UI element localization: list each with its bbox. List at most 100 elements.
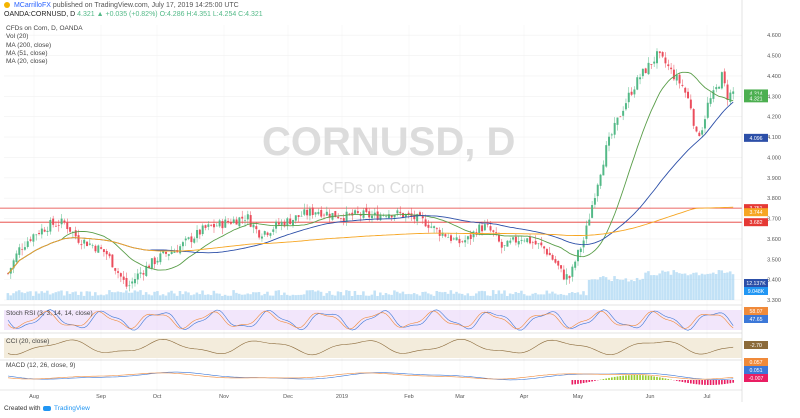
candle-body (139, 272, 142, 274)
price-tag-box (744, 94, 768, 103)
volume-bar (15, 291, 18, 300)
volume-bar (398, 293, 402, 300)
volume-bar (9, 295, 12, 300)
volume-bar (215, 293, 218, 300)
legend-ma200[interactable]: MA (200, close) (6, 41, 52, 49)
price-tag-box (744, 204, 768, 213)
volume-bar (144, 292, 148, 300)
stoch-rsi-k-line (7, 309, 734, 331)
legend-volume[interactable]: Vol (20) (6, 33, 29, 41)
candle-body (105, 250, 108, 255)
candle-body (421, 216, 424, 219)
volume-bar (728, 271, 732, 300)
volume-bar (175, 295, 179, 300)
candle-body (32, 234, 35, 242)
volume-bar (133, 290, 137, 300)
volume-bar (65, 291, 69, 300)
macd-histogram-bar (610, 377, 613, 380)
symbol-title[interactable]: OANDA:CORNUSD, D (4, 11, 76, 18)
candle-body (602, 164, 605, 176)
candle-body (345, 211, 348, 222)
candle-body (23, 247, 26, 250)
candle-body (512, 237, 515, 240)
volume-bar (514, 292, 518, 300)
legend-title[interactable]: CFDs on Corn, D, OANDA (6, 25, 83, 32)
macd-histogram-bar (715, 380, 718, 385)
candle-body (703, 119, 706, 129)
volume-bar (494, 294, 498, 300)
ma-20-line (7, 71, 734, 274)
volume-bar (139, 290, 142, 300)
candle-body (43, 229, 46, 232)
candle-body (241, 216, 244, 219)
volume-bar (678, 273, 681, 300)
candle-body (681, 84, 684, 86)
volume-bar (68, 293, 72, 300)
volume-bar (26, 291, 29, 300)
publisher-name[interactable]: MCarrilloFX (13, 2, 51, 9)
price-tag-box (744, 208, 768, 217)
candle-body (627, 92, 630, 103)
candle-body (560, 265, 563, 269)
candle-body (232, 219, 235, 224)
candle-body (26, 241, 29, 247)
candle-body (461, 241, 464, 243)
candle-body (469, 234, 472, 240)
volume-bar (390, 294, 393, 300)
price-tag-label: -2.70 (750, 343, 762, 349)
volume-bar (717, 270, 721, 300)
volume-bar (562, 294, 566, 300)
cci-label[interactable]: CCI (20, close) (6, 338, 50, 345)
volume-bar (356, 294, 360, 300)
time-tick-label: May (573, 394, 584, 400)
candle-body (481, 225, 484, 232)
volume-bar (85, 291, 89, 300)
candle-body (574, 261, 577, 268)
candle-body (150, 258, 153, 268)
price-tick-label: 4.200 (767, 115, 781, 121)
volume-bar (187, 292, 190, 300)
volume-bar (223, 294, 227, 300)
candle-body (540, 242, 543, 246)
tradingview-logo-icon (43, 405, 52, 411)
volume-bar (703, 274, 707, 300)
candle-body (435, 228, 438, 230)
volume-bar (415, 294, 419, 300)
macd-histogram-bar (653, 376, 656, 380)
volume-bar (483, 291, 486, 300)
candle-body (687, 91, 690, 99)
volume-bar (63, 295, 66, 300)
volume-bar (283, 292, 286, 300)
volume-bar (522, 294, 526, 300)
candle-body (672, 69, 675, 80)
time-tick-label: Oct (153, 394, 162, 400)
legend-ma20[interactable]: MA (20, close) (6, 58, 48, 66)
volume-bar (31, 295, 35, 300)
price-tick-label: 4.300 (767, 94, 781, 100)
volume-bar (94, 292, 97, 300)
price-tag-box (744, 341, 768, 349)
price-tag-box (744, 279, 768, 287)
legend-ma51[interactable]: MA (51, close) (6, 49, 48, 57)
macd-label[interactable]: MACD (12, 26, close, 9) (6, 362, 76, 369)
candle-body (568, 275, 571, 279)
volume-bar (29, 291, 32, 300)
candle-body (269, 233, 272, 236)
volume-bar (266, 291, 269, 300)
macd-histogram-bar (594, 380, 596, 381)
stoch-rsi-label[interactable]: Stoch RSI (3, 3, 14, 14, close) (6, 310, 93, 317)
volume-bar (604, 277, 608, 300)
macd-histogram-bar (658, 377, 661, 380)
volume-bar (142, 294, 145, 300)
volume-bar (401, 291, 405, 300)
time-tick-label: Jul (703, 394, 710, 400)
volume-bar (460, 293, 464, 300)
candle-body (272, 229, 275, 232)
candle-body (354, 210, 357, 214)
candle-body (709, 98, 712, 104)
tradingview-link[interactable]: TradingView (54, 405, 90, 412)
candle-body (531, 242, 534, 244)
candle-body (458, 238, 461, 244)
candle-body (275, 221, 278, 229)
avatar[interactable] (4, 2, 10, 9)
